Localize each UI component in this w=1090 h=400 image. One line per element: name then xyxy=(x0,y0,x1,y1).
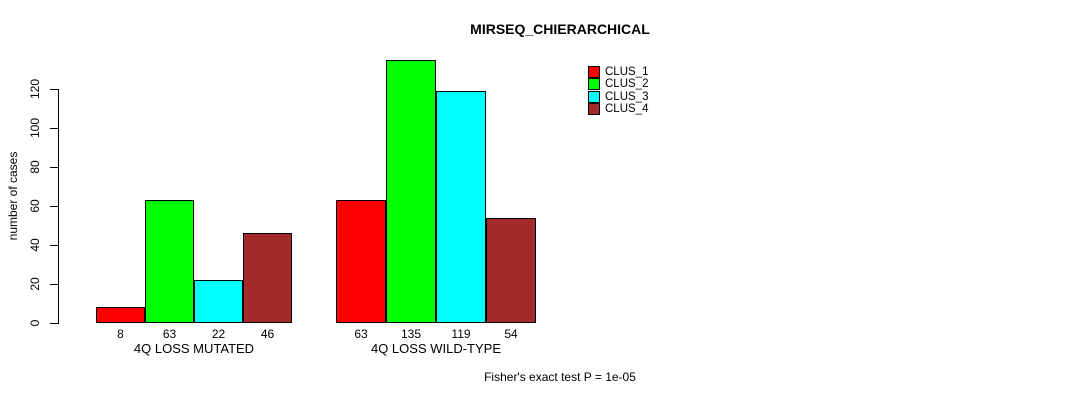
y-axis-tick-label: 60 xyxy=(28,199,42,213)
y-axis-tick xyxy=(50,206,58,207)
legend-item-clus_4: CLUS_4 xyxy=(588,103,649,116)
legend-swatch-clus_4 xyxy=(588,103,600,116)
y-axis-tick xyxy=(50,167,58,168)
y-axis-tick-label: 40 xyxy=(28,238,42,252)
y-axis-label: number of cases xyxy=(6,151,20,241)
bar-clus_4-group1 xyxy=(243,233,292,323)
legend-label: CLUS_1 xyxy=(605,66,649,78)
y-axis-tick xyxy=(50,245,58,246)
legend-label: CLUS_4 xyxy=(605,103,649,116)
y-axis-tick xyxy=(50,323,58,324)
fisher-test-annotation: Fisher's exact test P = 1e-05 xyxy=(484,370,636,384)
y-axis-tick-label: 120 xyxy=(28,78,42,100)
bar-clus_1-group2 xyxy=(336,200,386,323)
y-axis-line xyxy=(58,89,59,324)
bar-value-label: 63 xyxy=(354,327,368,341)
x-axis-group-label-mutated: 4Q LOSS MUTATED xyxy=(133,341,255,356)
bar-clus_3-group2 xyxy=(436,90,486,323)
y-axis-tick-label: 20 xyxy=(28,277,42,291)
bar-clus_1-group1 xyxy=(96,307,145,323)
bar-value-label: 46 xyxy=(260,327,275,341)
bar-clus_3-group1 xyxy=(194,280,243,323)
y-axis-tick-label: 0 xyxy=(28,319,42,327)
legend-swatch-clus_2 xyxy=(588,78,600,91)
y-axis-tick xyxy=(50,284,58,285)
bar-value-label: 135 xyxy=(400,327,422,341)
bar-value-label: 63 xyxy=(162,327,177,341)
y-axis-tick-label: 100 xyxy=(28,117,42,139)
legend-label: CLUS_3 xyxy=(605,90,649,103)
legend-swatch-clus_3 xyxy=(588,90,600,103)
legend-item-clus_1: CLUS_1 xyxy=(588,66,648,78)
y-axis-tick xyxy=(50,89,58,90)
bar-value-label: 8 xyxy=(117,327,124,341)
bar-value-label: 119 xyxy=(451,327,471,341)
bar-clus_2-group1 xyxy=(145,200,194,323)
chart-title: MIRSEQ_CHIERARCHICAL xyxy=(470,21,650,37)
x-axis-group-label-wild-type: 4Q LOSS WILD-TYPE xyxy=(370,341,502,356)
legend-item-clus_2: CLUS_2 xyxy=(588,78,649,91)
bar-clus_4-group2 xyxy=(486,217,536,323)
legend-label: CLUS_2 xyxy=(605,78,649,91)
legend-item-clus_3: CLUS_3 xyxy=(588,90,649,103)
bar-clus_2-group2 xyxy=(386,59,436,323)
y-axis-tick xyxy=(50,128,58,129)
legend-swatch-clus_1 xyxy=(588,66,600,78)
bar-value-label: 54 xyxy=(504,327,518,341)
y-axis-tick-label: 80 xyxy=(28,160,42,174)
bar-value-label: 22 xyxy=(211,327,226,341)
